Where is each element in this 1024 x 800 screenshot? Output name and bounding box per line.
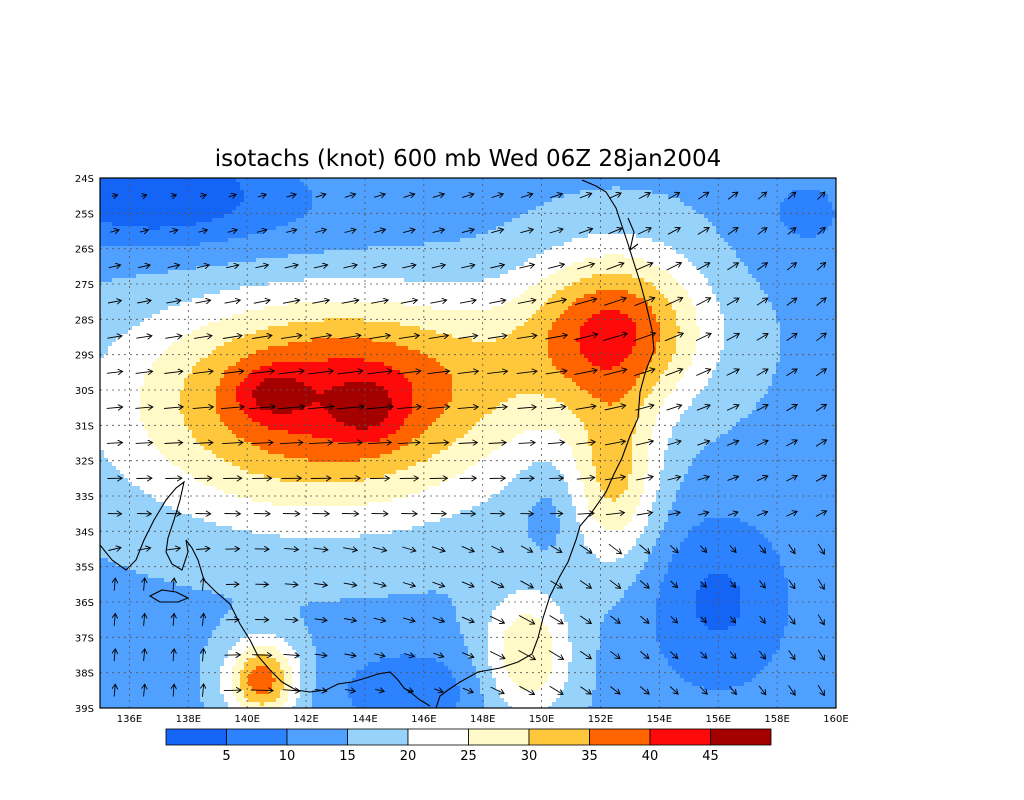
lat-label: 30S <box>75 386 94 397</box>
lon-label: 140E <box>234 714 259 725</box>
colorbar-swatch <box>528 728 590 746</box>
colorbar-swatch <box>589 728 651 746</box>
lat-label: 32S <box>75 457 94 468</box>
map-title: isotachs (knot) 600 mb Wed 06Z 28jan2004 <box>215 146 722 172</box>
lon-label: 148E <box>470 714 495 725</box>
colorbar-label: 25 <box>460 749 477 764</box>
lat-label: 26S <box>75 245 94 256</box>
lat-label: 24S <box>75 174 94 185</box>
plot-area <box>100 178 836 708</box>
lat-label: 38S <box>75 669 94 680</box>
lat-label: 39S <box>75 704 94 715</box>
lat-label: 27S <box>75 280 94 291</box>
colorbar-swatch <box>286 728 348 746</box>
grid-lines <box>100 178 836 708</box>
lat-label: 31S <box>75 421 94 432</box>
lon-label: 142E <box>293 714 318 725</box>
lat-label: 28S <box>75 315 94 326</box>
colorbar-swatch <box>226 728 288 746</box>
lon-label: 152E <box>588 714 613 725</box>
lat-label: 37S <box>75 633 94 644</box>
colorbar-label: 35 <box>581 749 598 764</box>
colorbar-label: 20 <box>400 749 417 764</box>
lon-label: 160E <box>823 714 848 725</box>
colorbar-label: 30 <box>521 749 538 764</box>
colorbar-label: 5 <box>222 749 230 764</box>
lon-label: 156E <box>706 714 731 725</box>
colorbar-swatch <box>468 728 530 746</box>
lat-label: 35S <box>75 563 94 574</box>
lon-label: 158E <box>764 714 789 725</box>
colorbar-label: 45 <box>702 749 719 764</box>
lon-label: 154E <box>647 714 672 725</box>
plot-frame <box>99 177 837 709</box>
colorbar-swatch <box>347 728 409 746</box>
colorbar-label: 40 <box>642 749 659 764</box>
lat-label: 34S <box>75 527 94 538</box>
coastline <box>100 179 655 708</box>
lat-label: 29S <box>75 351 94 362</box>
lon-label: 138E <box>176 714 201 725</box>
colorbar-swatch <box>649 728 711 746</box>
isotach-fill-layer <box>100 178 836 708</box>
colorbar-swatch <box>407 728 469 746</box>
lat-label: 25S <box>75 209 94 220</box>
colorbar-label: 10 <box>279 749 296 764</box>
lat-label: 33S <box>75 492 94 503</box>
wind-vectors <box>106 192 827 697</box>
lon-label: 136E <box>117 714 142 725</box>
lon-label: 150E <box>529 714 554 725</box>
lat-label: 36S <box>75 598 94 609</box>
colorbar: 5 10 15 20 25 30 35 40 45 <box>165 728 772 764</box>
axis-labels: 24S 25S 26S 27S 28S 29S 30S 31S 32S 33S 34S 35S 36S 3… <box>75 174 849 725</box>
lon-label: 144E <box>352 714 377 725</box>
colorbar-swatch <box>165 728 227 746</box>
colorbar-label: 15 <box>339 749 356 764</box>
colorbar-swatch <box>710 728 772 746</box>
lon-label: 146E <box>411 714 436 725</box>
